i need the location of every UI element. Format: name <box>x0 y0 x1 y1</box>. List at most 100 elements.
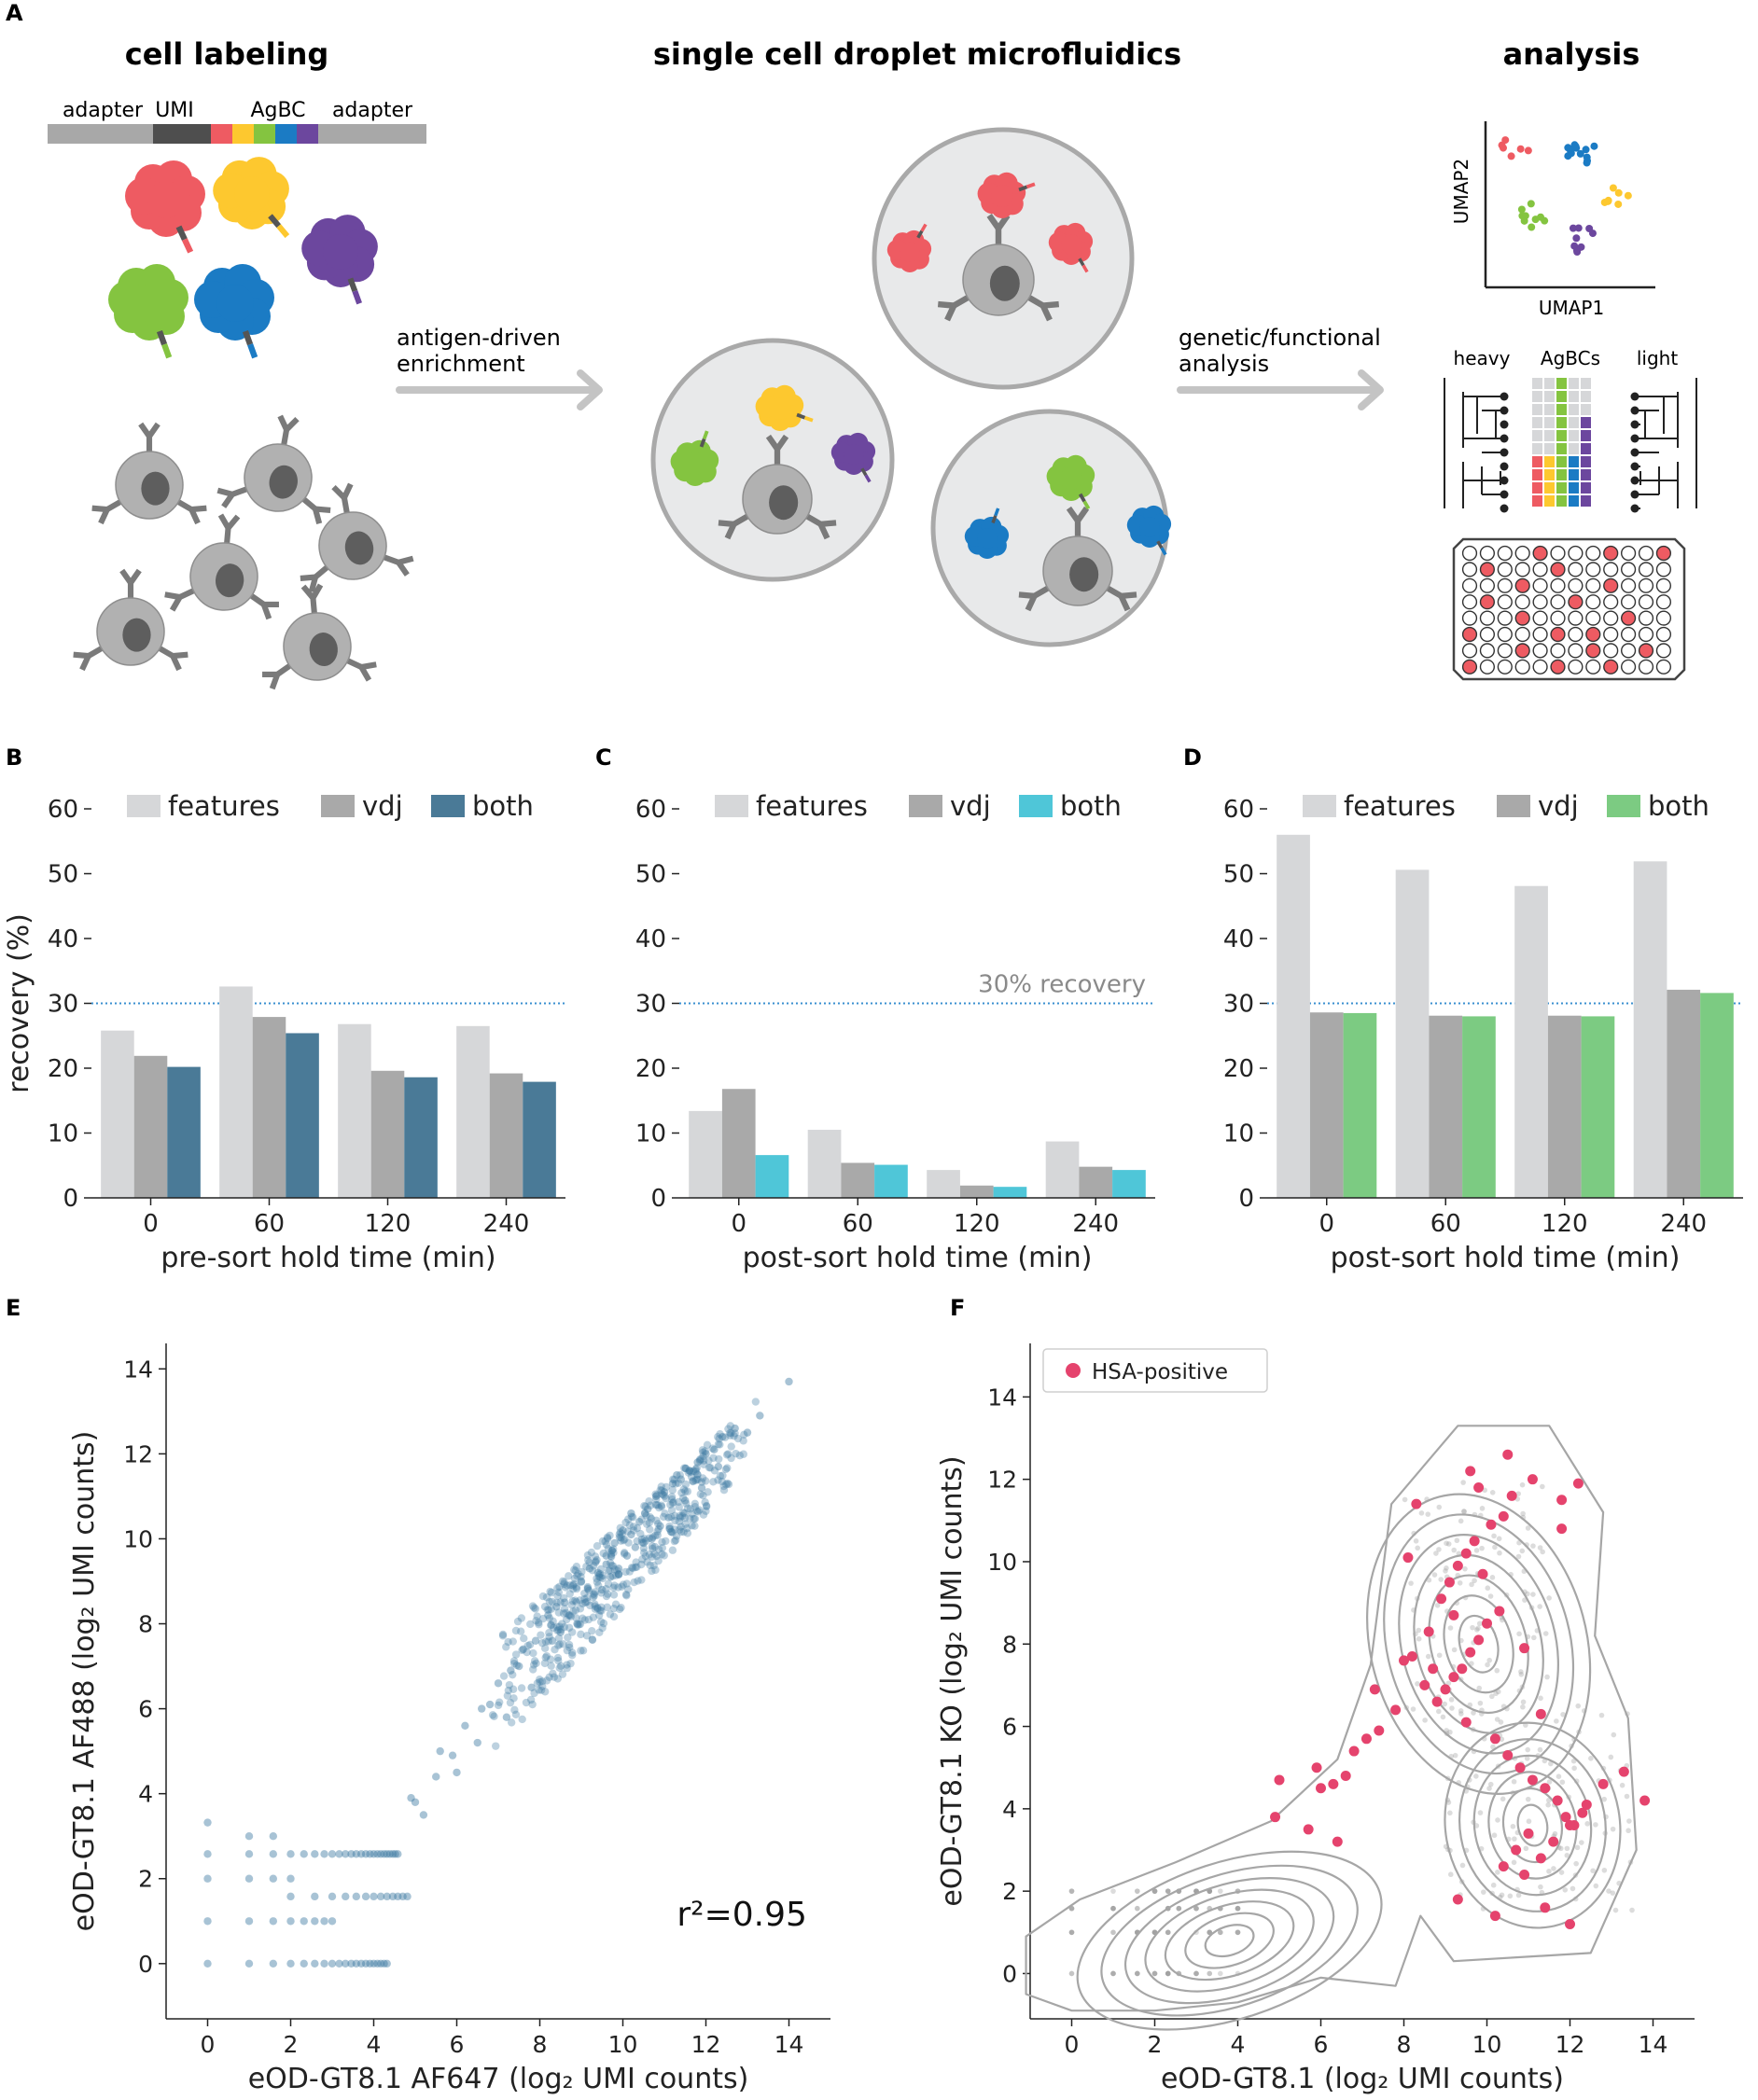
bar-both <box>167 1066 201 1198</box>
scatter-point <box>572 1598 580 1606</box>
scatter-point <box>526 1695 536 1704</box>
scatter-point <box>589 1593 597 1602</box>
hsa-positive-point <box>1577 1807 1588 1818</box>
scatter-point <box>203 1874 212 1883</box>
scatter-point <box>699 1456 708 1465</box>
scatter-point <box>596 1565 606 1574</box>
hsa-positive-point <box>1535 1708 1546 1719</box>
plate-well <box>1568 610 1584 626</box>
antigen-lobe <box>147 181 185 218</box>
arrow-enrichment: antigen-driven enrichment <box>396 325 603 410</box>
scatter-point <box>498 1630 508 1639</box>
background-point <box>1193 1905 1199 1912</box>
background-point <box>1454 1537 1460 1544</box>
scatter-point <box>559 1609 568 1618</box>
scatter-point <box>609 1604 619 1613</box>
scatter-point <box>614 1565 623 1573</box>
plate-well <box>1514 562 1530 577</box>
background-point <box>1485 1662 1490 1668</box>
scatter-point <box>565 1611 574 1620</box>
scatter-point <box>646 1513 654 1522</box>
legend-label-features: features <box>1344 790 1456 822</box>
plate-well <box>1514 643 1530 659</box>
background-point <box>1165 1970 1171 1977</box>
scatter-point <box>525 1640 535 1649</box>
scatter-point <box>733 1434 743 1443</box>
background-point <box>1498 1719 1504 1725</box>
scatter-point <box>376 1850 385 1858</box>
background-point <box>1165 1970 1171 1977</box>
scatter-point <box>730 1432 738 1440</box>
scatter-point <box>597 1603 606 1611</box>
antibody-stem <box>1032 584 1052 599</box>
scatter-point <box>566 1659 575 1668</box>
x-tick-label: 2 <box>284 2031 299 2058</box>
scatter-point <box>620 1549 629 1557</box>
bar-features <box>101 1030 134 1198</box>
background-point <box>1487 1781 1494 1787</box>
background-point <box>1165 1970 1171 1977</box>
scatter-point <box>623 1527 632 1536</box>
background-point <box>1068 1970 1075 1977</box>
background-point <box>1151 1888 1158 1894</box>
background-point <box>1444 1565 1449 1571</box>
background-point <box>1560 1711 1566 1718</box>
scatter-point <box>651 1531 660 1540</box>
background-point <box>1530 1543 1536 1549</box>
hsa-positive-point <box>1489 1733 1500 1745</box>
scatter-point <box>538 1614 548 1623</box>
background-point <box>1235 1929 1241 1936</box>
background-point <box>1479 1545 1485 1551</box>
scatter-point <box>612 1571 621 1579</box>
cell-nucleus <box>1069 557 1099 592</box>
hsa-positive-point <box>1506 1490 1517 1501</box>
scatter-point <box>604 1544 613 1553</box>
scatter-point <box>639 1544 649 1552</box>
hsa-positive-point <box>1482 1618 1492 1629</box>
scatter-point <box>667 1512 676 1522</box>
agbc-cell <box>1544 469 1555 480</box>
y-tick-label: 10 <box>635 1120 666 1148</box>
y-tick-label: 12 <box>987 1467 1017 1494</box>
background-point <box>1151 1888 1158 1894</box>
scatter-point <box>586 1601 594 1610</box>
plate-well <box>1479 562 1496 577</box>
background-point <box>1207 1970 1213 1977</box>
bar-both <box>1581 1016 1615 1198</box>
plate-well <box>1550 594 1566 610</box>
antibody-arm <box>358 665 372 682</box>
plate-well <box>1550 659 1566 675</box>
plate-well <box>1603 659 1619 675</box>
scatter-point <box>554 1588 564 1597</box>
antigen-tag-umi <box>175 225 188 241</box>
background-point <box>1489 1693 1495 1700</box>
background-point <box>1165 1970 1171 1977</box>
scatter-point <box>699 1491 707 1500</box>
background-point <box>1496 1536 1502 1542</box>
y-tick-label: 20 <box>1223 1055 1254 1083</box>
plate-well <box>1603 626 1619 643</box>
arrow2-label-line2: analysis <box>1179 351 1269 377</box>
background-point <box>1068 1929 1075 1936</box>
b-cell-icon <box>262 583 377 690</box>
scatter-point <box>691 1476 700 1485</box>
background-point <box>1562 1886 1569 1893</box>
scatter-point <box>572 1614 580 1622</box>
background-point <box>1610 1826 1616 1832</box>
scatter-point <box>669 1498 677 1507</box>
plate-well <box>1620 545 1637 562</box>
background-point <box>1593 1822 1598 1828</box>
background-point <box>1165 1929 1171 1936</box>
scatter-point <box>532 1659 540 1668</box>
barcode-construct: adapter UMI AgBC adapter <box>48 99 426 144</box>
legend-swatch-both <box>1607 795 1640 817</box>
scatter-point <box>597 1606 606 1615</box>
scatter-point <box>740 1430 748 1439</box>
scatter-point <box>691 1465 700 1474</box>
bar-both <box>286 1033 319 1198</box>
background-point <box>1165 1888 1171 1894</box>
plate-wells <box>1461 545 1672 675</box>
background-point <box>1515 1892 1522 1898</box>
scatter-point <box>670 1525 679 1534</box>
scatter-point <box>650 1550 659 1558</box>
